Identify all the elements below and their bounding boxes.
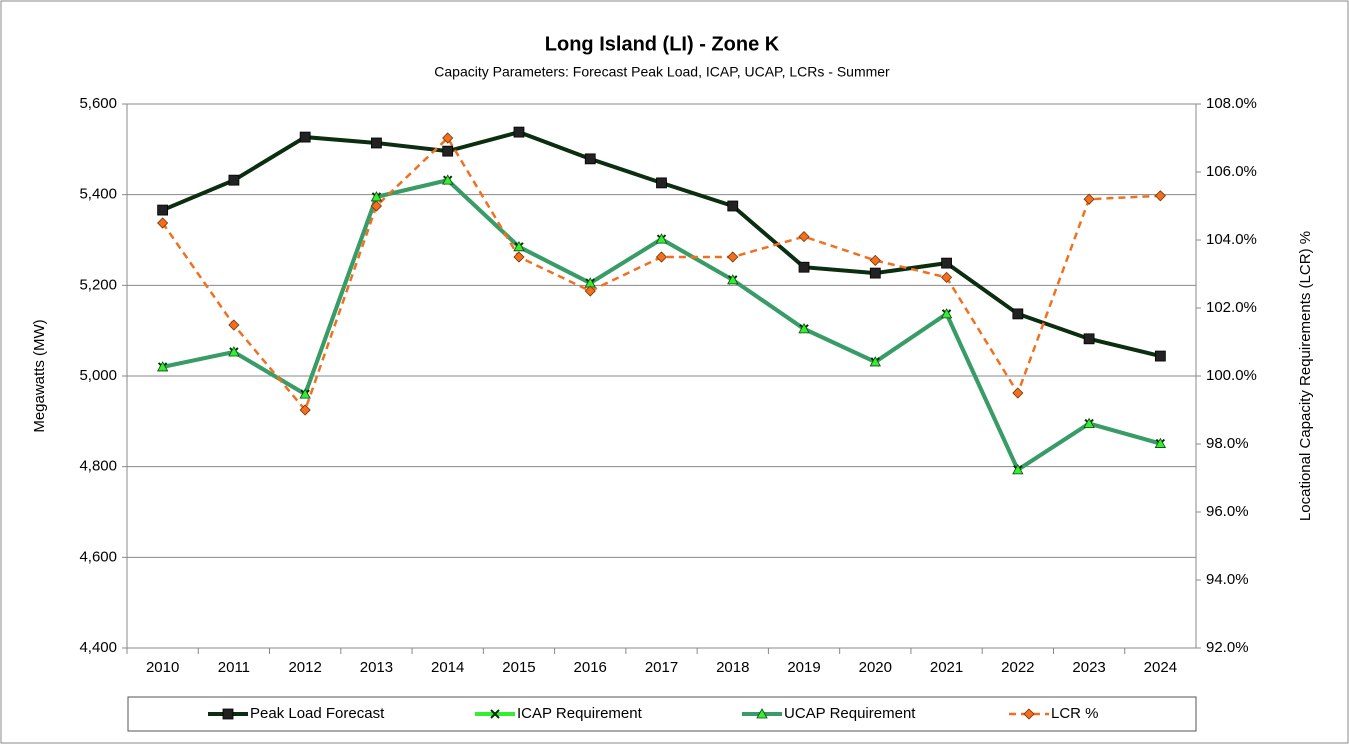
marker bbox=[442, 145, 454, 157]
marker bbox=[941, 271, 953, 283]
marker bbox=[584, 153, 596, 165]
marker bbox=[940, 308, 953, 319]
marker bbox=[941, 257, 952, 269]
y-tick-label: 4,800 bbox=[79, 458, 117, 475]
marker bbox=[798, 323, 810, 334]
legend-box bbox=[127, 696, 1197, 732]
marker bbox=[869, 254, 881, 266]
marker bbox=[299, 388, 311, 399]
x-tick-label: 2022 bbox=[1001, 659, 1034, 676]
x-tick-label: 2014 bbox=[431, 659, 464, 676]
legend-label: ICAP Requirement bbox=[517, 705, 643, 722]
marker bbox=[513, 240, 525, 252]
y2-tick-label: 96.0% bbox=[1206, 503, 1249, 520]
marker bbox=[655, 251, 668, 263]
marker bbox=[727, 274, 739, 285]
legend-marker bbox=[222, 708, 234, 720]
x-tick-label: 2024 bbox=[1144, 659, 1177, 676]
legend-label: Peak Load Forecast bbox=[250, 705, 385, 722]
chart-title: Long Island (LI) - Zone K bbox=[545, 33, 780, 55]
legend-label: UCAP Requirement bbox=[784, 705, 916, 722]
marker bbox=[156, 361, 169, 372]
legend-marker bbox=[490, 709, 500, 719]
y-axis-title: Megawatts (MW) bbox=[31, 319, 48, 432]
marker bbox=[513, 126, 525, 138]
marker bbox=[869, 356, 881, 367]
x-tick-label: 2012 bbox=[288, 659, 321, 676]
marker bbox=[299, 131, 311, 143]
y2-tick-label: 102.0% bbox=[1206, 299, 1257, 316]
x-tick-label: 2021 bbox=[930, 659, 963, 676]
marker bbox=[513, 251, 525, 263]
marker bbox=[1154, 190, 1166, 202]
x-tick-label: 2015 bbox=[502, 659, 535, 676]
legend-marker bbox=[756, 708, 768, 719]
legend-label: LCR % bbox=[1051, 705, 1099, 722]
marker bbox=[798, 261, 810, 273]
marker bbox=[442, 132, 454, 144]
x-tick-label: 2023 bbox=[1072, 659, 1105, 676]
marker bbox=[584, 285, 596, 297]
marker bbox=[157, 217, 169, 229]
marker bbox=[299, 404, 311, 416]
x-tick-label: 2011 bbox=[218, 659, 250, 676]
y-tick-label: 5,000 bbox=[79, 367, 117, 384]
marker bbox=[1083, 333, 1095, 345]
marker bbox=[1012, 308, 1024, 320]
y-tick-label: 5,400 bbox=[79, 186, 117, 203]
y2-tick-label: 100.0% bbox=[1206, 367, 1257, 384]
x-tick-label: 2019 bbox=[787, 659, 820, 676]
x-tick-label: 2016 bbox=[574, 659, 607, 676]
marker bbox=[655, 233, 668, 244]
marker bbox=[798, 231, 810, 243]
marker bbox=[1012, 464, 1024, 475]
marker bbox=[869, 267, 881, 279]
y2-tick-label: 106.0% bbox=[1206, 163, 1257, 180]
y-tick-label: 5,200 bbox=[79, 276, 117, 293]
x-tick-label: 2013 bbox=[360, 659, 393, 676]
y2-tick-label: 92.0% bbox=[1206, 639, 1249, 656]
x-tick-label: 2017 bbox=[645, 659, 678, 676]
y-tick-label: 4,400 bbox=[79, 639, 117, 656]
marker bbox=[371, 137, 382, 149]
y2-tick-label: 104.0% bbox=[1206, 231, 1257, 248]
plot-frame bbox=[126, 103, 1197, 649]
y-tick-label: 4,600 bbox=[79, 548, 117, 565]
x-tick-label: 2020 bbox=[859, 659, 892, 676]
y2-tick-label: 94.0% bbox=[1206, 571, 1249, 588]
marker bbox=[157, 204, 169, 216]
marker bbox=[656, 177, 667, 189]
chart-subtitle: Capacity Parameters: Forecast Peak Load,… bbox=[434, 64, 890, 80]
marker bbox=[1083, 193, 1095, 205]
legend-marker bbox=[1023, 708, 1035, 720]
marker bbox=[727, 200, 739, 212]
y2-axis-title: Locational Capacity Requirements (LCR) % bbox=[1297, 231, 1314, 521]
marker bbox=[370, 200, 382, 212]
marker bbox=[727, 251, 739, 263]
marker bbox=[1012, 387, 1024, 399]
y2-tick-label: 108.0% bbox=[1206, 95, 1257, 112]
marker bbox=[228, 346, 240, 357]
marker bbox=[228, 174, 240, 186]
marker bbox=[442, 174, 454, 185]
x-tick-label: 2010 bbox=[146, 659, 179, 676]
marker bbox=[228, 319, 240, 331]
y-tick-label: 5,600 bbox=[79, 95, 117, 112]
x-tick-label: 2018 bbox=[716, 659, 749, 676]
marker bbox=[1154, 437, 1167, 448]
marker bbox=[1154, 350, 1166, 362]
y2-tick-label: 98.0% bbox=[1206, 435, 1249, 452]
marker bbox=[1083, 417, 1095, 428]
